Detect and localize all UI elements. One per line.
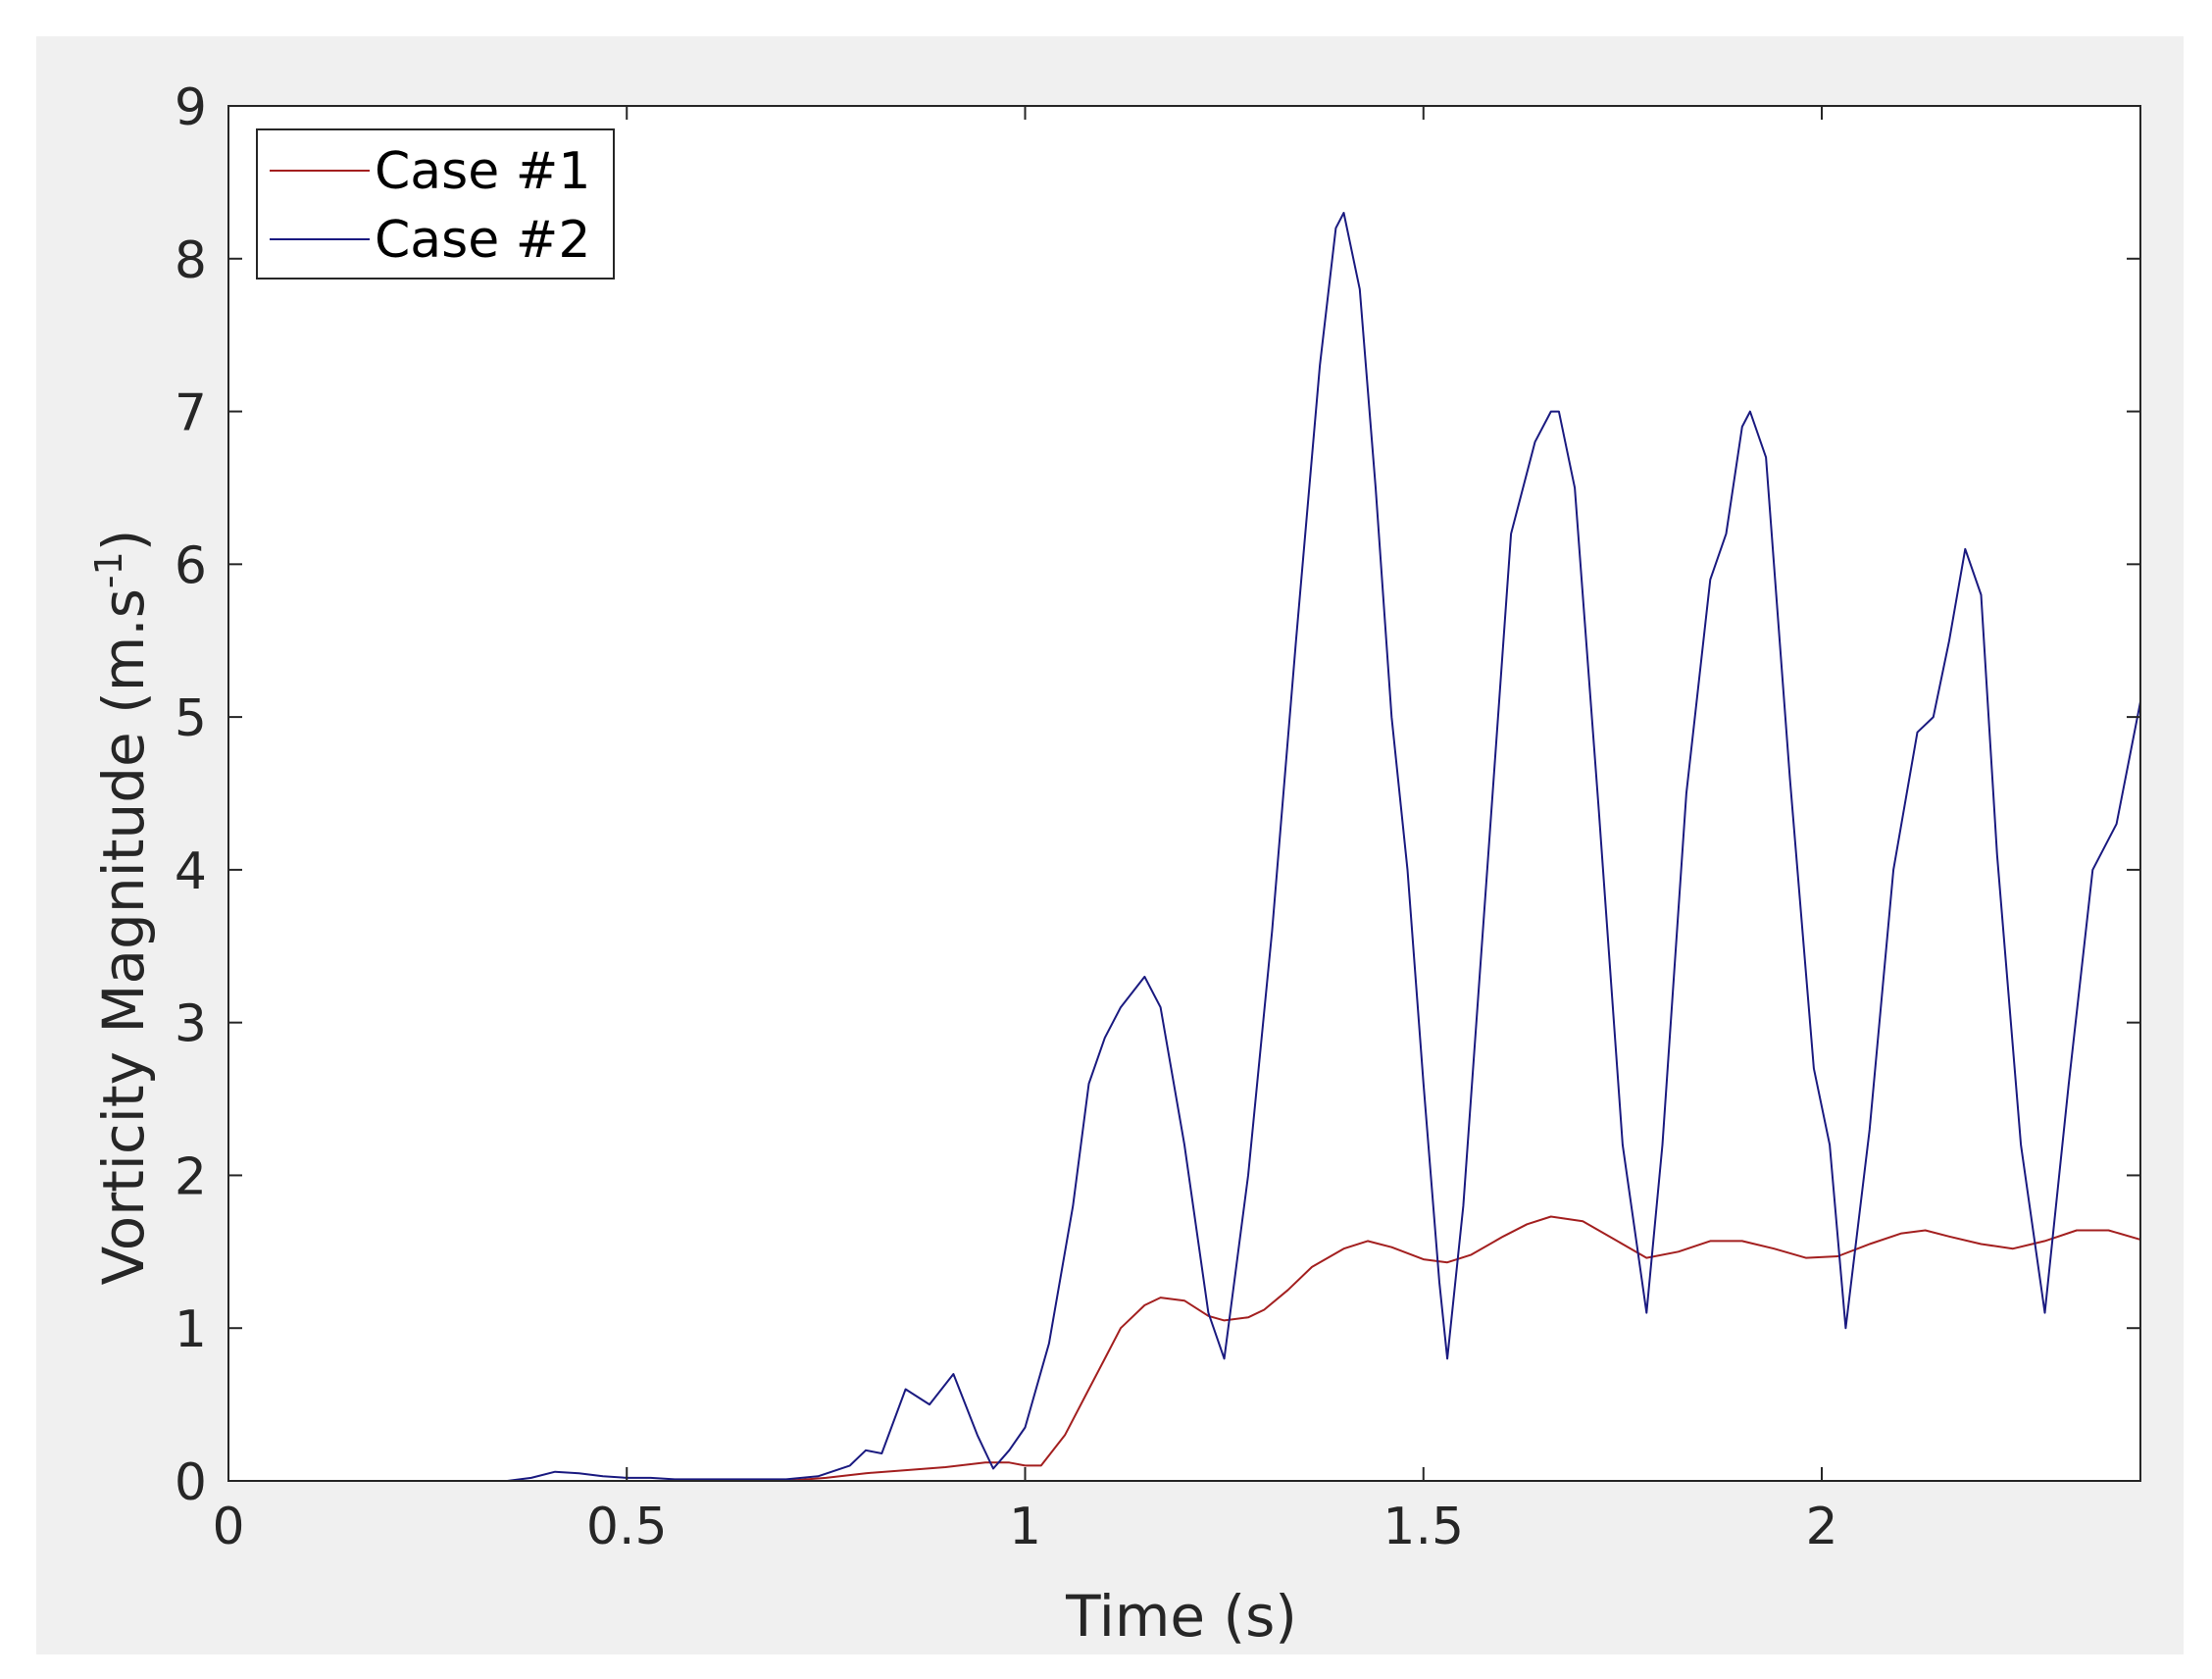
series-line-case-2 — [228, 212, 2141, 1482]
y-tick-label: 5 — [175, 689, 207, 748]
axes-box — [227, 105, 2141, 1482]
series-line-case-1 — [228, 1215, 2141, 1482]
legend: Case #1 Case #2 — [256, 128, 615, 280]
y-tick-label: 2 — [175, 1147, 207, 1206]
y-tick-label: 0 — [175, 1453, 207, 1512]
y-tick-label: 7 — [175, 384, 207, 443]
y-axis-label-main: Vorticity Magnitude (m.s — [90, 588, 157, 1285]
x-tick-label: 1.5 — [1382, 1498, 1464, 1556]
y-tick-label: 1 — [175, 1300, 207, 1359]
x-axis-label: Time (s) — [1065, 1583, 1297, 1650]
x-tick-label: 1 — [1009, 1498, 1041, 1556]
y-axis-label-close: ) — [90, 530, 157, 552]
y-tick-label: 9 — [175, 78, 207, 137]
y-tick-label: 8 — [175, 231, 207, 290]
legend-label-case-2: Case #2 — [375, 211, 590, 270]
y-tick-label: 4 — [175, 842, 207, 901]
y-tick-label: 6 — [175, 536, 207, 595]
x-tick-label: 2 — [1805, 1498, 1837, 1556]
y-tick-label: 3 — [175, 995, 207, 1054]
legend-label-case-1: Case #1 — [375, 142, 590, 201]
legend-box — [256, 128, 615, 280]
y-axis-label: Vorticity Magnitude (m.s-1) — [87, 530, 157, 1286]
x-tick-label: 0 — [212, 1498, 244, 1556]
plot-area — [228, 106, 2140, 1481]
y-axis-label-superscript: -1 — [87, 551, 130, 588]
x-tick-label: 0.5 — [586, 1498, 668, 1556]
